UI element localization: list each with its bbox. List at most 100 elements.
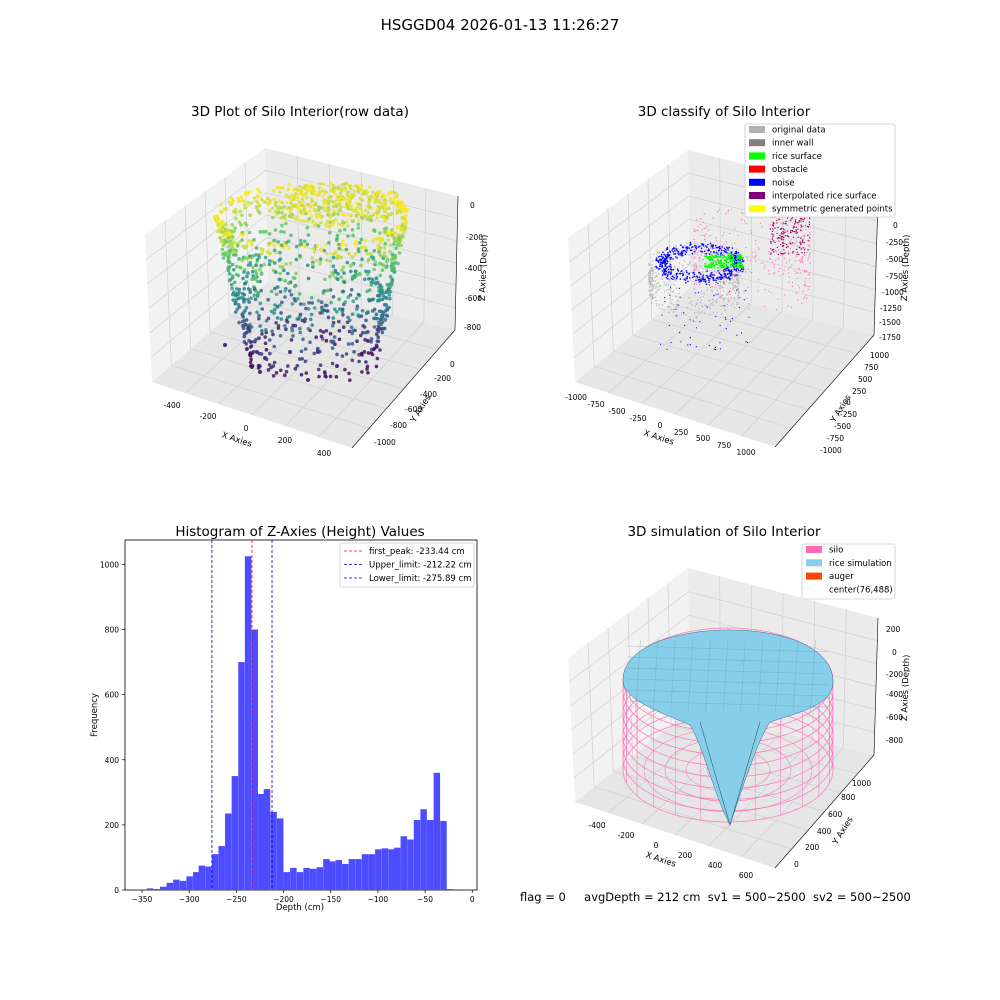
noise-point <box>669 263 672 266</box>
rice-surface-point <box>710 265 713 268</box>
data-point <box>310 301 315 305</box>
histogram-bar <box>159 886 167 890</box>
data-point <box>351 328 355 333</box>
y-tick-label: -750 <box>827 434 844 443</box>
data-point <box>354 273 359 278</box>
noise-point <box>664 301 666 303</box>
data-point <box>321 330 326 334</box>
symmetric-point <box>800 258 802 260</box>
data-point <box>278 250 282 255</box>
data-point <box>367 257 371 262</box>
data-point <box>267 232 272 236</box>
rice-surface-point <box>718 260 721 263</box>
symmetric-point <box>808 235 810 237</box>
z-tick-label: 0 <box>892 648 897 657</box>
original-point <box>663 291 666 293</box>
noise-point <box>694 246 697 249</box>
data-point <box>266 316 271 321</box>
data-point <box>377 309 382 314</box>
noise-point <box>694 292 696 294</box>
y-tick-label: 1000 <box>100 560 119 569</box>
data-point <box>330 361 335 366</box>
data-point <box>234 310 238 314</box>
noise-point <box>668 265 670 268</box>
original-point <box>720 285 722 287</box>
y-tick-label: -600 <box>405 405 422 414</box>
interpolated-point <box>802 218 804 221</box>
noise-point <box>683 312 685 314</box>
data-point <box>250 365 254 370</box>
data-point <box>267 259 272 263</box>
data-point <box>221 256 226 260</box>
interpolated-point <box>777 226 779 229</box>
rice-surface-point <box>730 258 733 261</box>
histogram-bar <box>192 872 200 890</box>
symmetric-point <box>754 251 757 253</box>
original-point <box>673 267 675 269</box>
interpolated-point <box>796 231 798 234</box>
data-point <box>257 255 262 260</box>
original-point <box>651 298 653 301</box>
noise-point <box>703 278 705 281</box>
noise-point <box>703 250 706 253</box>
noise-point <box>729 272 731 275</box>
original-point <box>723 309 726 311</box>
data-point <box>272 189 276 193</box>
interpolated-point <box>800 220 802 222</box>
interpolated-point <box>800 237 802 239</box>
data-point <box>339 187 343 191</box>
legend-swatch <box>806 559 822 567</box>
data-point <box>350 331 355 336</box>
histogram-bar <box>355 859 362 890</box>
data-point <box>331 264 336 269</box>
data-point <box>323 303 328 308</box>
symmetric-point <box>749 271 751 273</box>
data-point <box>293 299 298 303</box>
original-point <box>711 290 714 292</box>
z-tick-label: 200 <box>886 625 901 634</box>
noise-point <box>707 249 709 252</box>
symmetric-point <box>768 290 770 292</box>
original-point <box>719 281 722 283</box>
data-point <box>310 191 314 195</box>
histogram-xlabel: Depth (cm) <box>276 903 324 913</box>
data-point <box>397 201 401 206</box>
data-point <box>379 285 384 290</box>
rice-surface-point <box>731 260 734 263</box>
data-point <box>301 194 305 198</box>
histogram-bar <box>276 818 284 890</box>
data-point <box>289 209 293 213</box>
noise-point <box>707 275 709 278</box>
original-point <box>674 295 677 297</box>
original-point <box>698 256 700 259</box>
interpolated-point <box>782 222 784 224</box>
data-point <box>400 200 405 204</box>
x-tick-label: -750 <box>587 400 604 409</box>
symmetric-point <box>778 217 780 220</box>
data-point <box>347 184 351 188</box>
original-point <box>706 287 708 289</box>
histogram-bar <box>153 889 160 890</box>
data-point <box>356 313 360 317</box>
data-point <box>255 194 260 198</box>
z-tick-label: -800 <box>464 323 481 332</box>
noise-point <box>687 280 689 283</box>
rice-surface-point <box>707 264 710 266</box>
data-point <box>334 218 338 222</box>
data-point <box>347 252 352 256</box>
noise-point <box>708 281 710 283</box>
interpolated-point <box>798 253 800 256</box>
symmetric-point <box>809 274 811 276</box>
noise-point <box>706 270 708 273</box>
original-point <box>652 297 654 299</box>
x-tick-label: -200 <box>617 831 634 840</box>
data-point <box>360 183 364 187</box>
symmetric-point <box>783 270 785 272</box>
symmetric-point <box>807 273 809 275</box>
original-point <box>650 284 652 287</box>
data-point <box>244 318 249 322</box>
data-point <box>283 213 287 217</box>
symmetric-point <box>754 256 756 258</box>
noise-point <box>674 250 676 252</box>
interpolated-point <box>772 240 775 242</box>
